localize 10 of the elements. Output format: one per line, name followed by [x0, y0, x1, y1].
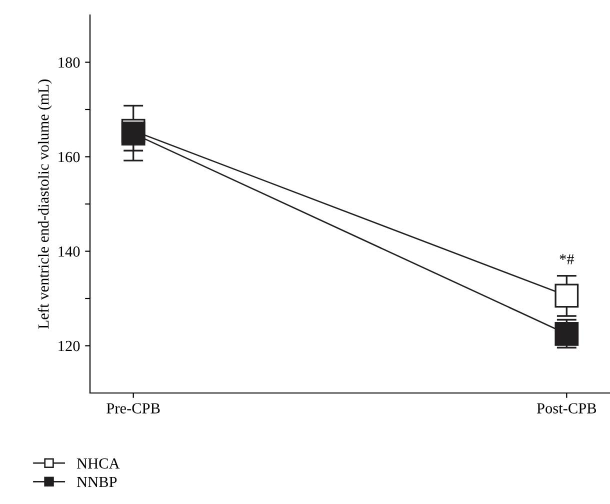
y-tick-label: 180: [58, 57, 80, 68]
y-tick-label: 160: [58, 152, 80, 162]
annotation: *#: [560, 254, 574, 264]
x-tick-label: Post-CPB: [536, 403, 596, 414]
x-tick-label: Pre-CPB: [106, 403, 160, 414]
y-tick-label: 140: [58, 246, 80, 257]
legend-label: NHCA: [76, 458, 120, 469]
legend-label: NNBP: [76, 476, 117, 488]
y-axis-title: Left ventricle end-diastolic volume (mL): [38, 80, 52, 329]
y-tick-label: 120: [58, 340, 80, 352]
